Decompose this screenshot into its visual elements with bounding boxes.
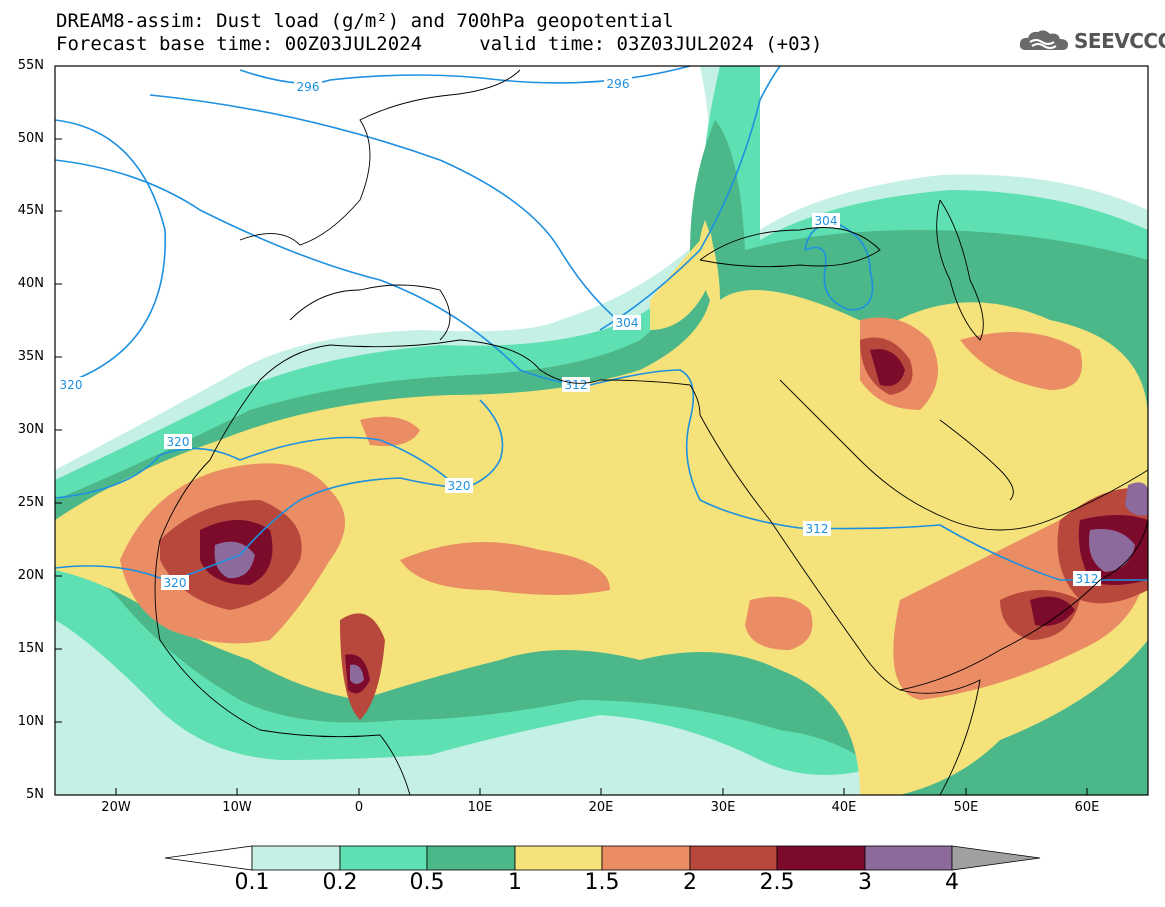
lat-label: 35N — [17, 349, 44, 364]
contour-label: 320 — [164, 576, 187, 590]
colorbar — [164, 845, 1041, 871]
colorbar-segment — [251, 845, 341, 871]
dust-level-3 — [350, 664, 364, 684]
lat-label: 25N — [17, 495, 44, 510]
lon-label: 20E — [588, 800, 614, 815]
colorbar-segment — [426, 845, 516, 871]
contour-304 — [55, 159, 591, 386]
colorbar-label: 3 — [858, 870, 872, 895]
dust-field — [55, 66, 1148, 795]
coastline-red-sea — [699, 414, 901, 691]
coastline-horn — [899, 679, 981, 795]
coastline-west-africa — [154, 459, 411, 795]
contour-312 — [55, 119, 166, 386]
colorbar-segment — [864, 845, 953, 871]
colorbar-segment — [689, 845, 778, 871]
lon-label: 50E — [953, 800, 979, 815]
coastline-europe — [239, 69, 521, 341]
lon-label: 60E — [1074, 800, 1100, 815]
lat-label: 30N — [17, 422, 44, 437]
contour-label: 320 — [60, 378, 83, 392]
contour-label: 296 — [607, 77, 630, 91]
colorbar-segment — [514, 845, 603, 871]
colorbar-label: 0.5 — [409, 870, 445, 895]
lon-label: 20W — [101, 800, 131, 815]
dust-level-3 — [214, 541, 255, 579]
contour-label: 304 — [815, 214, 838, 228]
geopotential-contours — [55, 66, 1148, 583]
lon-label: 30E — [710, 800, 736, 815]
colorbar-label: 2 — [683, 870, 697, 895]
lat-label: 55N — [17, 58, 44, 73]
contour-label: 312 — [806, 522, 829, 536]
coastline-gulf — [939, 419, 1014, 501]
lat-label: 45N — [17, 203, 44, 218]
lat-label: 40N — [17, 276, 44, 291]
dust-level-3 — [1089, 529, 1135, 572]
lat-label: 10N — [17, 714, 44, 729]
dust-level-2.5 — [870, 349, 905, 386]
lon-label: 10E — [467, 800, 493, 815]
coastlines — [154, 69, 1148, 795]
contour-320 — [55, 477, 461, 583]
lat-label: 50N — [17, 131, 44, 146]
dust-level-1.5 — [400, 542, 610, 595]
contour-label: 312 — [1076, 572, 1099, 586]
colorbar-segment — [339, 845, 428, 871]
contour-296 — [149, 94, 631, 331]
seevccc-logo: SEEVCCC — [1018, 26, 1165, 56]
lon-label: 40E — [831, 800, 857, 815]
forecast-time-subtitle: Forecast base time: 00Z03JUL2024 valid t… — [56, 33, 823, 55]
lon-label: 10W — [222, 800, 252, 815]
colorbar-under — [164, 845, 253, 871]
contour-304 — [599, 66, 781, 331]
coastline-arabia — [779, 379, 1148, 691]
cloud-icon — [1019, 30, 1068, 50]
dust-level-2.5 — [1030, 596, 1075, 626]
contour-label: 296 — [297, 80, 320, 94]
colorbar-over — [951, 845, 1041, 871]
lat-label: 15N — [17, 641, 44, 656]
dust-level-1.5 — [745, 596, 813, 650]
logo-text: SEEVCCC — [1074, 29, 1165, 53]
contour-312 — [589, 369, 1148, 581]
dust-level-1 — [650, 230, 714, 330]
contour-labels: 296 296 304 304 312 312 312 320 320 320 … — [57, 76, 1101, 590]
lat-label: 20N — [17, 568, 44, 583]
coastline-caspian — [936, 199, 984, 341]
colorbar-label: 0.2 — [322, 870, 358, 895]
contour-label: 320 — [167, 435, 190, 449]
colorbar-segment — [601, 845, 691, 871]
colorbar-label: 4 — [945, 870, 959, 895]
axis-ticks — [55, 65, 1088, 796]
lon-label: 0 — [354, 800, 364, 815]
colorbar-label: 2.5 — [759, 870, 795, 895]
colorbar-label: 1.5 — [584, 870, 620, 895]
lat-label: 5N — [26, 787, 44, 802]
colorbar-label: 1 — [508, 870, 522, 895]
colorbar-segment — [776, 845, 866, 871]
dust-level-1.5 — [960, 332, 1082, 390]
contour-label: 304 — [616, 316, 639, 330]
contour-label: 312 — [565, 378, 588, 392]
coastline-north-africa — [209, 339, 701, 461]
colorbar-label: 0.1 — [234, 870, 270, 895]
coastline-black-sea — [699, 227, 881, 268]
map-title: DREAM8-assim: Dust load (g/m²) and 700hP… — [56, 10, 674, 32]
dust-level-3 — [1125, 482, 1148, 516]
contour-label: 320 — [448, 479, 471, 493]
